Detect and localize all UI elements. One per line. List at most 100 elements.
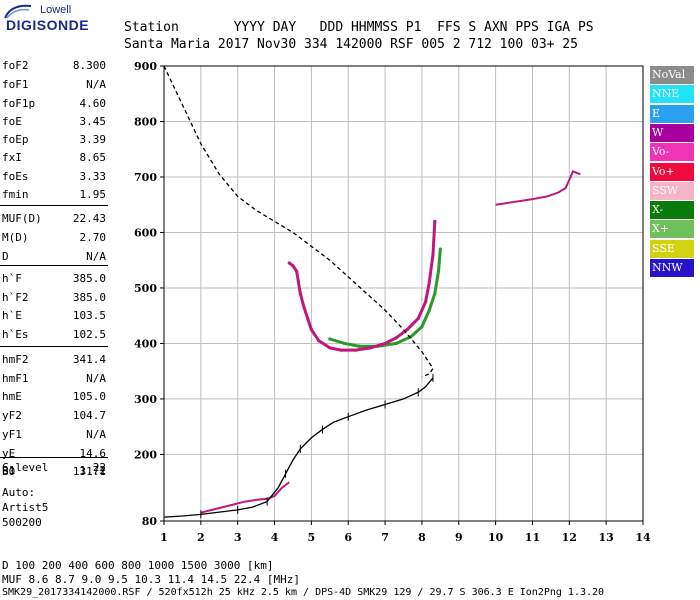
param-label: foE — [2, 115, 22, 128]
f-trace-o-point — [354, 348, 358, 352]
header-line-2: Santa Maria 2017 Nov30 334 142000 RSF 00… — [124, 37, 578, 52]
chart-series — [163, 65, 581, 522]
x-tick-label: 7 — [381, 531, 389, 544]
param-row-d: D N/A — [2, 250, 106, 264]
param-row-fmin: fmin 1.95 — [2, 188, 106, 202]
y-tick-label: 80 — [142, 515, 158, 528]
param-value: 22 — [92, 461, 106, 474]
panel-separator — [0, 205, 108, 206]
param-row-fof1p: foF1p 4.60 — [2, 97, 106, 111]
legend-item-vo-: Vo- — [650, 143, 694, 162]
y-axis-ticks: 80 200 300 400 500 600 700 800 900 — [134, 60, 164, 528]
param-row-foep: foEp 3.39 — [2, 133, 106, 147]
legend-item-w: W — [650, 123, 694, 142]
f-trace-x-point — [433, 291, 437, 296]
param-label: h`E — [2, 309, 22, 322]
param-row-m-d-: M(D) 2.70 — [2, 231, 106, 245]
footer-distance-line: D 100 200 400 600 800 1000 1500 3000 [km… — [2, 559, 274, 572]
param-value: 104.7 — [72, 409, 106, 422]
y-tick-label: 400 — [134, 337, 157, 350]
e-trace-line — [200, 481, 290, 514]
logo-swoosh-icon — [4, 4, 32, 19]
upper-trace-line — [495, 170, 581, 206]
f-trace-o-point — [416, 316, 420, 321]
panel-separator — [0, 265, 108, 266]
param-value: 3.39 — [79, 133, 107, 146]
f-trace-x-point — [357, 344, 361, 348]
param-value: 1.72 — [79, 464, 107, 477]
param-value: 105.0 — [72, 390, 106, 403]
header-line-1: Station YYYY DAY DDD HHMMSS P1 FFS S AXN… — [124, 20, 594, 35]
f-trace-o-point — [317, 339, 321, 343]
param-row-b0: B0 131.1 — [2, 465, 106, 479]
param-row-foe: foE 3.45 — [2, 115, 106, 129]
param-row-hme: hmE 105.0 — [2, 390, 106, 404]
param-value: 131.1 — [72, 465, 106, 478]
f-trace-o-point — [394, 336, 398, 340]
chart-grid — [163, 65, 644, 522]
f-trace-o-point — [302, 305, 306, 309]
panel-separator — [0, 346, 108, 347]
f-trace-x-point — [438, 247, 442, 251]
param-label: hmF1 — [2, 372, 29, 385]
f-trace-o-point — [433, 219, 437, 223]
param-row-fof2: foF2 8.300 — [2, 59, 106, 73]
param-row-b1: B1 1.72 — [2, 464, 106, 478]
param-row-hmf2: hmF2 341.4 — [2, 353, 106, 367]
f-trace-o-point — [296, 280, 301, 285]
param-value: N/A — [86, 250, 106, 263]
legend-item-nne: NNE — [650, 85, 694, 104]
param-value: 341.4 — [72, 353, 106, 366]
legend-item-x-: X- — [650, 201, 694, 220]
param-label: yF1 — [2, 428, 22, 441]
auto-version: 500200 — [2, 516, 42, 529]
param-row-muf-d-: MUF(D) 22.43 — [2, 212, 106, 226]
auto-label: Auto: — [2, 486, 36, 499]
y-tick-label: 700 — [134, 171, 157, 184]
f-trace-o-point — [383, 341, 387, 346]
f-trace-o-point — [291, 264, 295, 268]
f-trace-o-point — [295, 269, 299, 273]
param-value: 22.43 — [72, 212, 106, 225]
param-value: 385.0 — [72, 272, 106, 285]
f-trace-o-point — [306, 316, 310, 321]
param-row-fxi: fxI 8.65 — [2, 151, 106, 165]
f-trace-x-point — [427, 308, 431, 312]
param-row-h-e: h`E 103.5 — [2, 309, 106, 323]
x-tick-label: 12 — [562, 531, 577, 544]
x-tick-label: 1 — [160, 531, 168, 544]
param-label: hmF2 — [2, 353, 29, 366]
x-tick-label: 13 — [598, 531, 613, 544]
param-value: 1.95 — [79, 188, 107, 201]
param-label: foF1p — [2, 97, 36, 110]
f-trace-x-point — [342, 341, 347, 346]
param-value: 2.70 — [79, 231, 107, 244]
y-tick-label: 600 — [134, 226, 157, 239]
x-tick-label: 6 — [344, 531, 352, 544]
chart-frame — [163, 65, 644, 522]
param-label: h`F — [2, 272, 22, 285]
param-label: C-level — [2, 461, 49, 474]
x-tick-label: 14 — [635, 531, 651, 544]
param-value: 4.60 — [79, 97, 107, 110]
param-label: MUF(D) — [2, 212, 42, 225]
panel-separator — [0, 457, 108, 458]
legend-item-vo-: Vo+ — [650, 162, 694, 181]
param-value: 385.0 — [72, 291, 106, 304]
f-trace-o-point — [424, 300, 428, 304]
f-trace-o-point — [328, 346, 332, 350]
param-row-foes: foEs 3.33 — [2, 170, 106, 184]
param-label: D — [2, 250, 9, 263]
y-tick-label: 900 — [134, 60, 157, 73]
legend-item-sse: SSE — [650, 239, 694, 258]
param-value: 8.65 — [79, 151, 107, 164]
x-tick-label: 5 — [308, 531, 316, 544]
param-value: N/A — [86, 78, 106, 91]
param-value: 102.5 — [72, 328, 106, 341]
y-tick-label: 800 — [134, 115, 157, 128]
param-value: 103.5 — [72, 309, 106, 322]
f-trace-o-point — [309, 327, 313, 332]
param-value: N/A — [86, 428, 106, 441]
param-label: yF2 — [2, 409, 22, 422]
